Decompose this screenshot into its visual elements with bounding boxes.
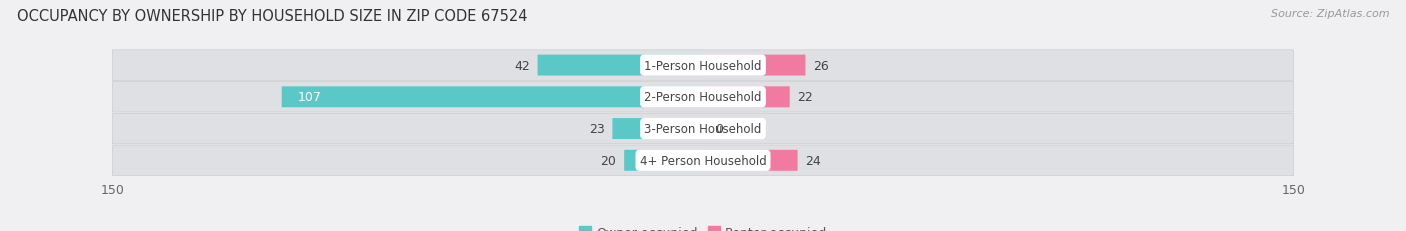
Text: 0: 0 xyxy=(714,122,723,135)
Text: 22: 22 xyxy=(797,91,813,104)
FancyBboxPatch shape xyxy=(703,119,718,140)
FancyBboxPatch shape xyxy=(624,150,703,171)
FancyBboxPatch shape xyxy=(613,119,703,140)
Text: OCCUPANCY BY OWNERSHIP BY HOUSEHOLD SIZE IN ZIP CODE 67524: OCCUPANCY BY OWNERSHIP BY HOUSEHOLD SIZE… xyxy=(17,9,527,24)
FancyBboxPatch shape xyxy=(112,114,1294,144)
Text: 42: 42 xyxy=(515,59,530,72)
Text: Source: ZipAtlas.com: Source: ZipAtlas.com xyxy=(1271,9,1389,19)
Legend: Owner-occupied, Renter-occupied: Owner-occupied, Renter-occupied xyxy=(574,221,832,231)
FancyBboxPatch shape xyxy=(703,55,806,76)
Text: 26: 26 xyxy=(813,59,830,72)
Text: 107: 107 xyxy=(298,91,322,104)
FancyBboxPatch shape xyxy=(703,87,790,108)
Text: 3-Person Household: 3-Person Household xyxy=(644,122,762,135)
Text: 4+ Person Household: 4+ Person Household xyxy=(640,154,766,167)
FancyBboxPatch shape xyxy=(112,82,1294,112)
Text: 1-Person Household: 1-Person Household xyxy=(644,59,762,72)
Text: 20: 20 xyxy=(600,154,616,167)
Text: 24: 24 xyxy=(806,154,821,167)
FancyBboxPatch shape xyxy=(112,51,1294,81)
Text: 2-Person Household: 2-Person Household xyxy=(644,91,762,104)
Text: 23: 23 xyxy=(589,122,605,135)
FancyBboxPatch shape xyxy=(703,150,797,171)
FancyBboxPatch shape xyxy=(281,87,703,108)
FancyBboxPatch shape xyxy=(112,146,1294,176)
FancyBboxPatch shape xyxy=(537,55,703,76)
